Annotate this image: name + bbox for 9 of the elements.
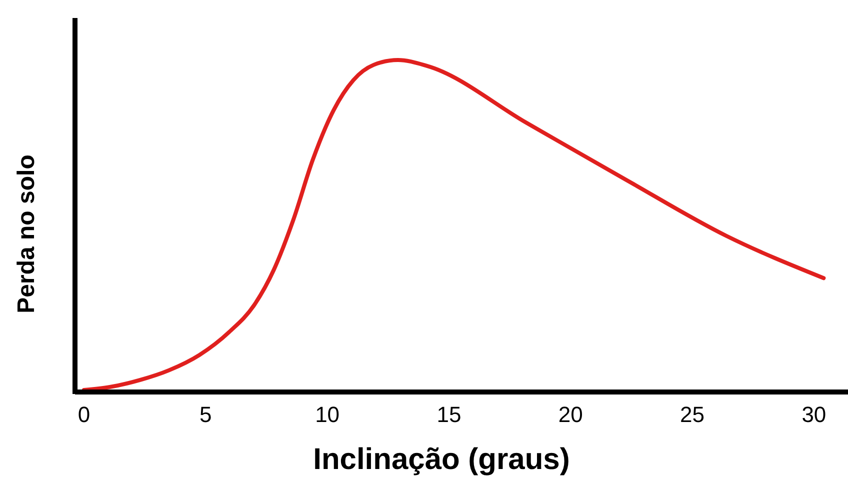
x-axis-title: Inclinação (graus) [313, 443, 570, 476]
x-tick-label: 25 [680, 402, 705, 427]
x-tick-label: 0 [78, 402, 90, 427]
x-tick-label: 30 [802, 402, 826, 427]
x-tick-label: 10 [315, 402, 340, 427]
x-tick-label: 20 [558, 402, 583, 427]
x-tick-label: 5 [200, 402, 212, 427]
x-tick-label: 15 [436, 402, 462, 427]
y-axis-title: Perda no solo [13, 154, 40, 314]
